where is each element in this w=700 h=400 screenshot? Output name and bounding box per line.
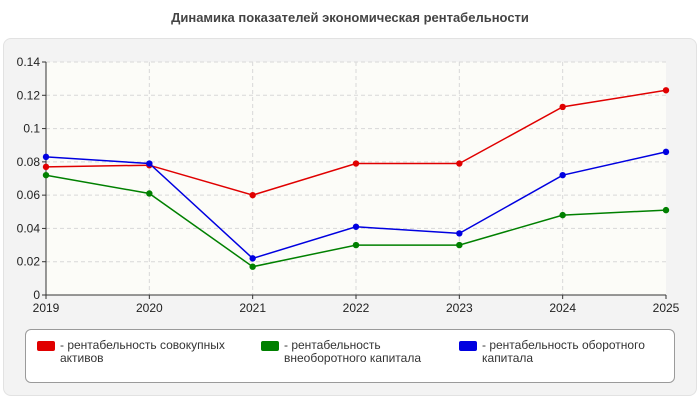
data-point xyxy=(249,263,256,270)
series-layer xyxy=(42,87,670,270)
data-point xyxy=(42,171,50,179)
y-tick-label: 0.02 xyxy=(17,255,41,269)
data-point xyxy=(456,160,463,167)
data-point xyxy=(559,171,566,179)
data-point xyxy=(146,160,153,167)
data-point xyxy=(456,230,463,237)
y-tick-label: 0.04 xyxy=(17,221,41,235)
legend-swatch-blue xyxy=(459,341,477,351)
x-tick-label: 2025 xyxy=(653,301,680,315)
data-point xyxy=(662,87,670,94)
legend-swatch-green xyxy=(261,341,279,351)
y-tick-label: 0.12 xyxy=(17,88,41,102)
legend-swatch-red xyxy=(37,341,55,351)
data-point xyxy=(249,191,256,199)
chart-title: Динамика показателей экономическая рента… xyxy=(171,10,529,25)
data-point xyxy=(662,148,670,156)
x-tick-label: 2023 xyxy=(446,301,473,315)
x-tick-label: 2021 xyxy=(239,301,266,315)
data-point xyxy=(352,160,360,167)
data-point xyxy=(352,223,360,230)
legend-label: - рентабельность внеоборотного капитала xyxy=(284,338,421,365)
data-point xyxy=(662,206,670,214)
data-point xyxy=(249,255,256,262)
x-tick-label: 2024 xyxy=(549,301,576,315)
x-tick-label: 2022 xyxy=(343,301,370,315)
y-tick-label: 0.1 xyxy=(23,122,40,136)
y-tick-label: 0 xyxy=(33,288,40,302)
data-point xyxy=(146,190,153,197)
data-point xyxy=(559,211,566,219)
data-point xyxy=(352,241,360,249)
data-point xyxy=(456,241,463,249)
x-tick-label: 2019 xyxy=(33,301,60,315)
legend: - рентабельность совокупных активов - ре… xyxy=(25,329,675,383)
legend-label: - рентабельность оборотного капитала xyxy=(482,338,645,365)
data-point xyxy=(42,163,50,171)
axis-layer: 0 0.02 0.04 0.06 0.08 0.1 0.12 0.14 2019 2020 2021… xyxy=(17,55,680,315)
y-tick-label: 0.06 xyxy=(17,188,41,202)
y-tick-label: 0.08 xyxy=(17,155,41,169)
y-tick-label: 0.14 xyxy=(17,55,41,69)
legend-label: - рентабельность совокупных активов xyxy=(60,338,225,365)
data-point xyxy=(559,103,566,111)
data-point xyxy=(42,153,50,161)
x-tick-label: 2020 xyxy=(136,301,163,315)
